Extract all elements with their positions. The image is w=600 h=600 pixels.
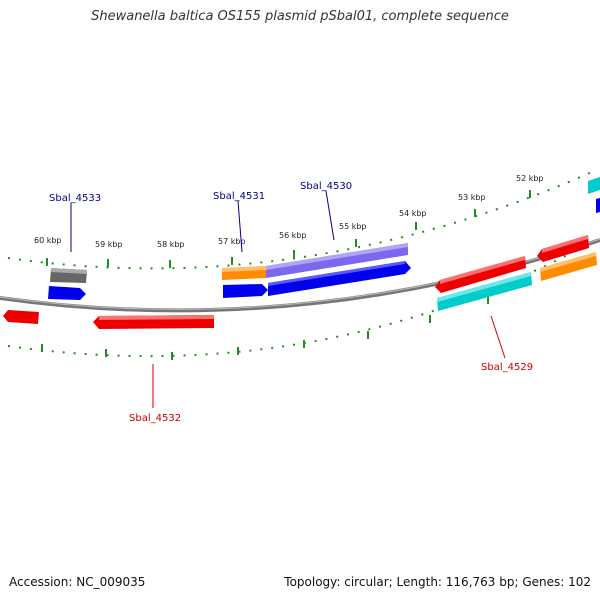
- gene-label-sbal-4533[interactable]: Sbal_4533: [49, 193, 101, 204]
- scale-label-54kbp: 54 kbp: [399, 209, 427, 218]
- map-title: Shewanella baltica OS155 plasmid pSbal01…: [91, 9, 509, 24]
- scale-label-52kbp: 52 kbp: [516, 174, 544, 183]
- gene-label-sbal-4530[interactable]: Sbal_4530: [300, 181, 352, 192]
- feature-blue-sbal-4531[interactable]: [223, 284, 268, 298]
- accession-text: Accession: NC_009035: [9, 575, 146, 589]
- scale-label-60kbp: 60 kbp: [34, 236, 62, 245]
- scale-label-55kbp: 55 kbp: [339, 222, 367, 231]
- gene-label-sbal-4531[interactable]: Sbal_4531: [213, 191, 265, 202]
- leader-line-sbal-4529: [490, 315, 506, 359]
- leader-line-sbal-4531: [237, 200, 243, 253]
- feature-blue-long[interactable]: [268, 261, 411, 296]
- inner-tick-ring: [7, 241, 593, 358]
- scale-label-59kbp: 59 kbp: [95, 240, 123, 249]
- gene-label-sbal-4529[interactable]: Sbal_4529: [481, 362, 533, 373]
- major-ticks: [41, 190, 545, 360]
- leader-line-sbal-4530: [325, 190, 335, 241]
- scale-label-58kbp: 58 kbp: [157, 240, 185, 249]
- scale-label-57kbp: 57 kbp: [218, 237, 246, 246]
- feature-blue-sbal-4533[interactable]: [48, 286, 86, 300]
- scale-label-56kbp: 56 kbp: [279, 231, 307, 240]
- topology-summary: Topology: circular; Length: 116,763 bp; …: [284, 575, 591, 589]
- backbone: [0, 238, 600, 313]
- scale-label-53kbp: 53 kbp: [458, 193, 486, 202]
- feature-blue-edge[interactable]: [596, 198, 600, 213]
- feature-cyan-edge[interactable]: [588, 177, 600, 194]
- feature-red-left[interactable]: [3, 310, 39, 324]
- gene-label-sbal-4532[interactable]: Sbal_4532: [129, 413, 181, 424]
